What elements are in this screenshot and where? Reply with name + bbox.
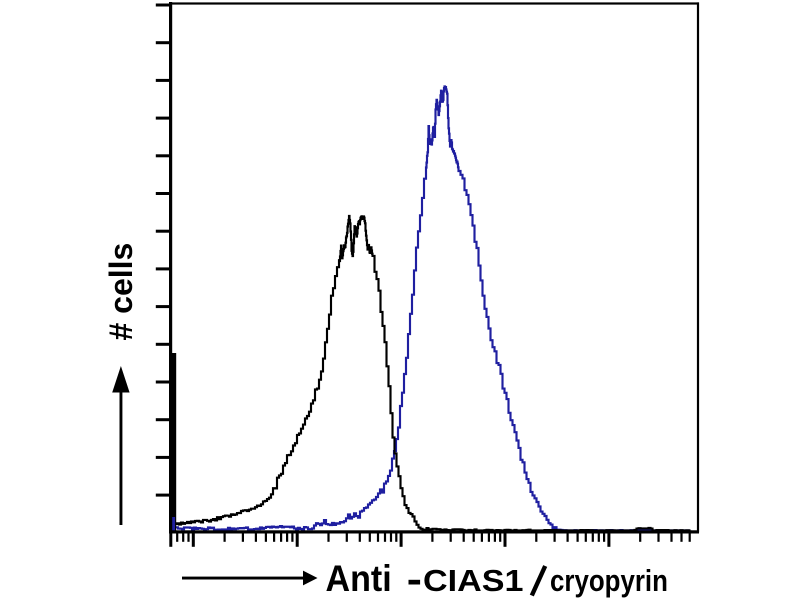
svg-text:# cells: # cells	[103, 243, 139, 341]
svg-text:CIAS1: CIAS1	[423, 563, 523, 597]
svg-text:Anti: Anti	[326, 558, 392, 600]
svg-text:cryopyrin: cryopyrin	[550, 564, 668, 599]
